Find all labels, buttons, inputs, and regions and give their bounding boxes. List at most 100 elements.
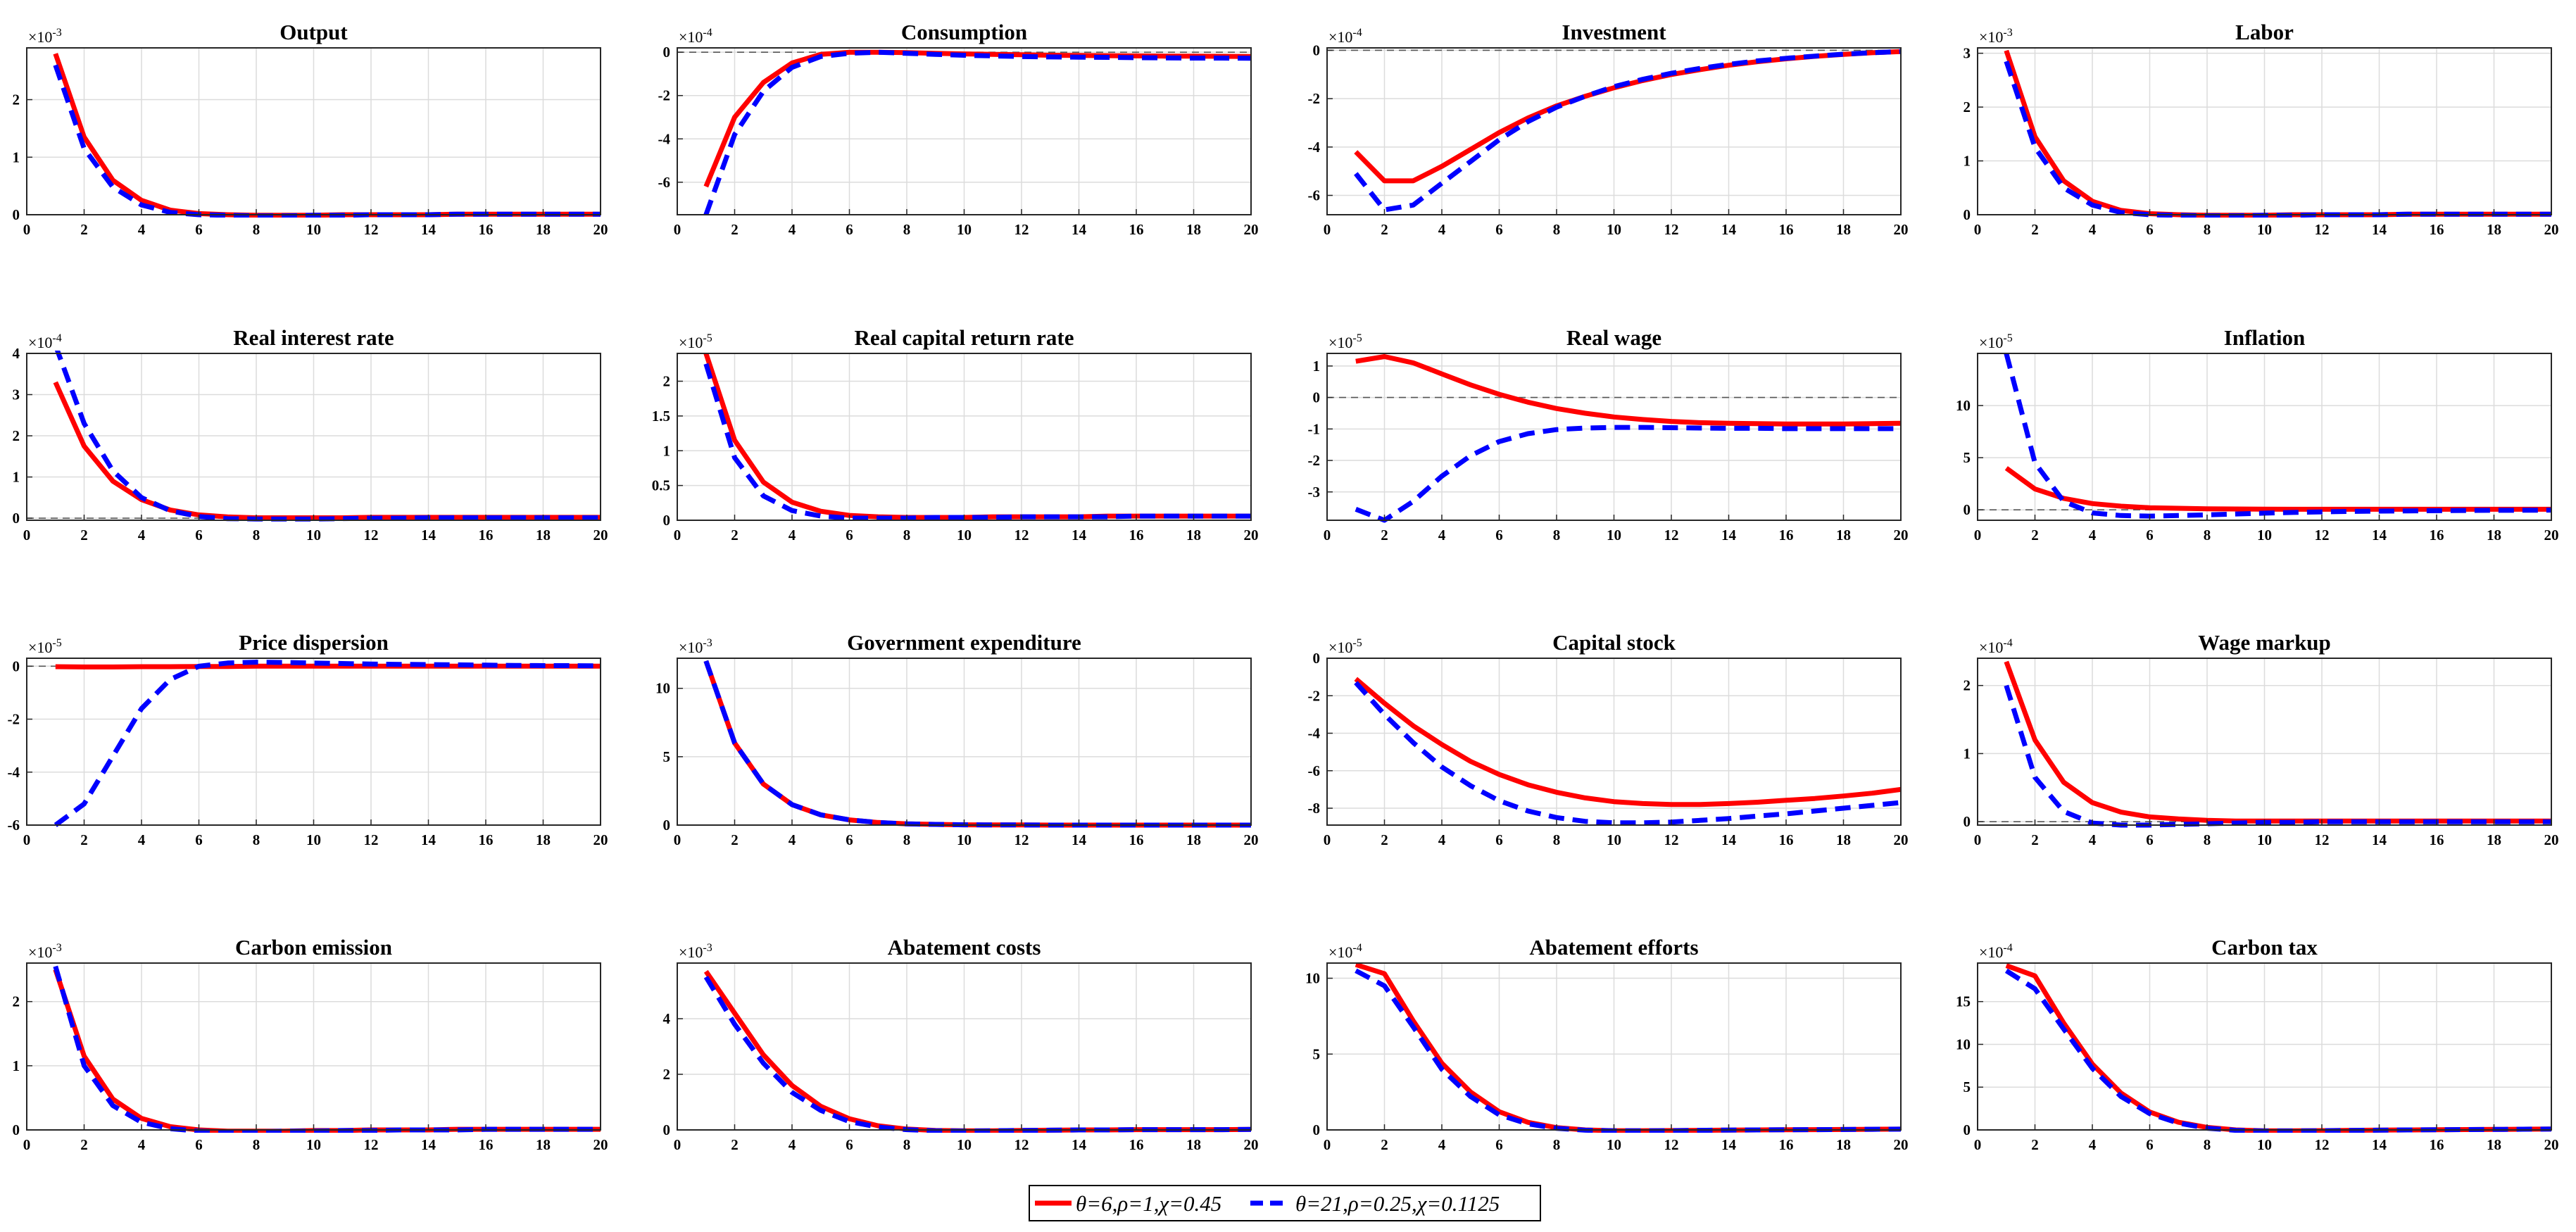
y-tick-label: -2 [658, 87, 671, 104]
x-tick-label: 0 [1324, 221, 1331, 238]
y-tick-label: 2 [13, 427, 20, 444]
x-tick-label: 18 [1186, 1136, 1201, 1153]
subplot-7: 0 2 4 6 8 10 12 14 16 18 20 0 5 10 ×10-5 Inflation [1956, 325, 2559, 543]
subplot-title: Government expenditure [847, 630, 1081, 655]
x-tick-label: 20 [2544, 527, 2559, 543]
y-tick-label: 4 [13, 345, 20, 362]
axis-exponent: ×10-4 [1328, 942, 1362, 961]
x-tick-label: 20 [2544, 831, 2559, 848]
x-tick-label: 14 [1721, 1136, 1737, 1153]
x-tick-label: 12 [364, 221, 379, 238]
x-tick-label: 16 [1779, 527, 1794, 543]
x-tick-label: 2 [731, 221, 739, 238]
x-tick-label: 18 [536, 527, 551, 543]
x-tick-label: 0 [674, 527, 681, 543]
x-tick-label: 2 [1381, 221, 1388, 238]
x-tick-label: 18 [1836, 221, 1851, 238]
y-tick-label: 2 [13, 993, 20, 1010]
x-tick-label: 12 [364, 527, 379, 543]
x-tick-label: 2 [731, 1136, 739, 1153]
y-tick-label: -2 [8, 711, 20, 728]
x-tick-label: 8 [2204, 527, 2211, 543]
series-line-red [1355, 354, 1901, 427]
x-tick-label: 12 [1014, 831, 1029, 848]
x-tick-label: 12 [2315, 831, 2330, 848]
y-tick-label: 0 [13, 1121, 20, 1138]
x-tick-label: 0 [23, 1136, 31, 1153]
x-tick-label: 0 [1324, 1136, 1331, 1153]
y-tick-label: 2 [663, 373, 671, 390]
subplot-title: Abatement costs [888, 935, 1041, 960]
x-tick-label: 10 [1607, 1136, 1621, 1153]
x-tick-label: 12 [2315, 527, 2330, 543]
subplot-title: Real wage [1566, 325, 1661, 350]
y-tick-label: 0 [663, 1121, 671, 1138]
x-tick-label: 10 [306, 1136, 321, 1153]
x-tick-label: 6 [846, 831, 853, 848]
x-tick-label: 14 [1072, 1136, 1087, 1153]
subplot-14: 0 2 4 6 8 10 12 14 16 18 20 0 5 10 ×10-4 Abatement effo… [1305, 935, 1909, 1153]
x-tick-label: 2 [80, 831, 88, 848]
y-tick-label: 1 [1313, 358, 1321, 375]
axis-exponent: ×10-3 [679, 637, 712, 656]
y-tick-label: 5 [663, 748, 671, 765]
x-tick-label: 12 [1664, 221, 1679, 238]
y-tick-label: 1 [13, 469, 20, 486]
x-tick-label: 16 [479, 831, 494, 848]
x-tick-label: 8 [2204, 1136, 2211, 1153]
series-line-blue [54, 351, 601, 522]
x-tick-label: 18 [1186, 831, 1201, 848]
subplot-1: 0 2 4 6 8 10 12 14 16 18 20 0 -2 -4 -6 ×10-4 Consumption [658, 20, 1259, 238]
x-tick-label: 0 [1974, 831, 1982, 848]
x-tick-label: 0 [23, 831, 31, 848]
x-tick-label: 12 [364, 1136, 379, 1153]
x-tick-label: 10 [2257, 1136, 2272, 1153]
x-tick-label: 2 [731, 527, 739, 543]
x-tick-label: 2 [1381, 1136, 1388, 1153]
y-tick-label: -6 [1308, 762, 1321, 779]
series-line-blue [1355, 425, 1901, 523]
legend-box [1029, 1185, 1541, 1221]
x-tick-label: 4 [1438, 527, 1446, 543]
y-tick-label: 1 [1964, 745, 1971, 762]
y-tick-label: 3 [1964, 45, 1971, 62]
x-tick-label: 6 [195, 527, 203, 543]
x-tick-label: 18 [1186, 221, 1201, 238]
x-tick-label: 18 [536, 831, 551, 848]
x-tick-label: 4 [138, 527, 146, 543]
x-tick-label: 14 [1721, 527, 1737, 543]
x-tick-label: 20 [2544, 1136, 2559, 1153]
x-tick-label: 16 [1779, 221, 1794, 238]
x-tick-label: 16 [1129, 1136, 1144, 1153]
x-tick-label: 20 [1894, 527, 1909, 543]
x-tick-label: 4 [138, 831, 146, 848]
x-tick-label: 20 [1244, 1136, 1259, 1153]
y-tick-label: 0 [663, 44, 671, 61]
x-tick-label: 2 [80, 527, 88, 543]
x-tick-label: 8 [903, 831, 911, 848]
x-tick-label: 4 [2089, 1136, 2097, 1153]
x-tick-label: 16 [479, 221, 494, 238]
x-tick-label: 14 [2372, 527, 2387, 543]
x-tick-label: 16 [2430, 1136, 2444, 1153]
y-tick-label: 10 [1956, 1036, 1971, 1052]
y-tick-label: 0 [1964, 501, 1971, 518]
x-tick-label: 10 [306, 221, 321, 238]
subplot-title: Wage markup [2198, 630, 2331, 655]
x-tick-label: 2 [2031, 527, 2039, 543]
x-tick-label: 12 [1014, 221, 1029, 238]
series-line-blue [1354, 681, 1901, 826]
x-tick-label: 10 [957, 1136, 972, 1153]
x-tick-label: 10 [957, 527, 972, 543]
x-tick-label: 6 [2146, 527, 2154, 543]
x-tick-label: 12 [1014, 1136, 1029, 1153]
x-tick-label: 12 [2315, 221, 2330, 238]
y-tick-label: 0 [1964, 1121, 1971, 1138]
series-line-blue [2004, 353, 2551, 519]
x-tick-label: 4 [1438, 221, 1446, 238]
x-tick-label: 4 [1438, 831, 1446, 848]
